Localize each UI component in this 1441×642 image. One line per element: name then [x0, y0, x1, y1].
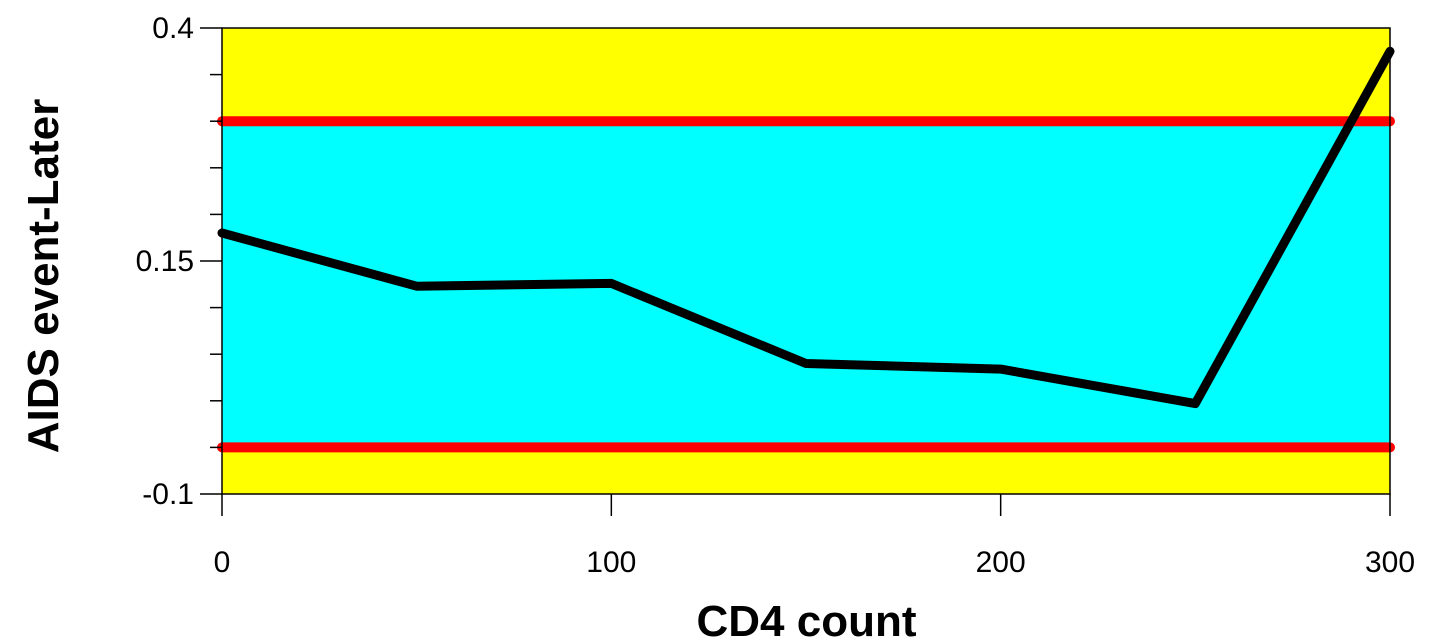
x-tick-label: 300 [1365, 546, 1415, 579]
y-axis: -0.1 0.15 0.4 [136, 12, 222, 511]
x-tick-label: 200 [976, 546, 1026, 579]
y-tick-label: 0.15 [136, 245, 194, 278]
data-point [805, 362, 807, 365]
reference-lines [217, 116, 1395, 453]
data-point [415, 285, 418, 288]
x-axis: 0 100 200 300 [214, 494, 1415, 579]
x-tick-label: 100 [586, 546, 636, 579]
x-axis-title: CD4 count [697, 597, 917, 642]
background-bands [222, 28, 1390, 494]
y-tick-label: -0.1 [142, 478, 194, 511]
y-axis-title: AIDS event-Later [19, 99, 68, 454]
data-point [1194, 402, 1197, 405]
data-point [999, 368, 1002, 371]
data-point [610, 282, 613, 285]
y-tick-label: 0.4 [152, 12, 194, 45]
x-tick-label: 0 [214, 546, 231, 579]
